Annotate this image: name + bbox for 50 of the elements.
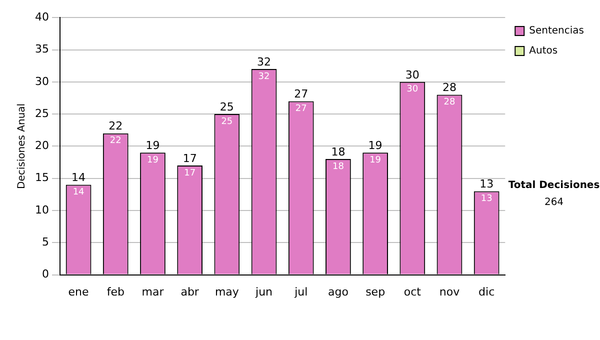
total-label: 32: [257, 55, 272, 68]
y-tick-label: 20: [34, 139, 49, 152]
legend-label: Autos: [529, 46, 558, 57]
total-label: 19: [146, 138, 160, 152]
data-label: 19: [370, 155, 382, 166]
total-label: 30: [405, 68, 420, 82]
data-label: 32: [258, 72, 270, 82]
total-label: 19: [368, 138, 382, 152]
total-label: 22: [108, 120, 123, 133]
y-tick-label: 15: [34, 171, 49, 184]
y-tick-label: 30: [34, 74, 49, 88]
x-tick-label: mar: [142, 285, 164, 298]
y-tick-label: 5: [42, 236, 49, 249]
text: Total Decisiones: [507, 180, 600, 191]
data-label: 22: [110, 136, 122, 146]
x-tick-label: feb: [106, 285, 124, 298]
x-tick-label: ago: [328, 285, 349, 298]
data-label: 17: [184, 168, 196, 178]
x-tick-label: jul: [294, 285, 308, 298]
total-label: 13: [480, 178, 494, 191]
data-label: 14: [72, 188, 85, 198]
data-label: 19: [147, 155, 159, 166]
x-tick-label: nov: [439, 285, 460, 298]
y-tick-label: 0: [42, 268, 49, 281]
x-tick-label: ene: [68, 285, 90, 298]
text: 264: [543, 197, 565, 208]
y-tick-label: 35: [34, 42, 49, 56]
y-tick-label: 10: [34, 203, 49, 216]
total-label: 27: [294, 88, 308, 101]
total-label: 25: [220, 100, 234, 114]
legend-label: Sentencias: [529, 26, 584, 37]
y-axis-title: Decisiones Anual: [16, 103, 28, 189]
data-label: 25: [221, 116, 233, 127]
x-tick-label: jun: [254, 285, 273, 298]
total-label: 17: [182, 152, 197, 165]
data-label: 13: [480, 194, 492, 204]
total-label: 14: [72, 171, 86, 184]
data-label: 28: [444, 98, 456, 108]
data-label: 27: [295, 104, 307, 114]
data-label: 30: [406, 84, 418, 95]
x-tick-label: may: [214, 285, 240, 298]
total-label: 28: [442, 81, 456, 94]
data-label: 18: [332, 162, 344, 172]
y-tick-label: 25: [34, 106, 49, 120]
y-tick-label: 40: [34, 10, 49, 24]
x-tick-label: abr: [180, 285, 200, 298]
x-tick-label: sep: [366, 285, 386, 298]
total-label: 18: [331, 145, 346, 158]
x-tick-label: oct: [404, 285, 422, 298]
x-tick-label: dic: [478, 285, 495, 298]
